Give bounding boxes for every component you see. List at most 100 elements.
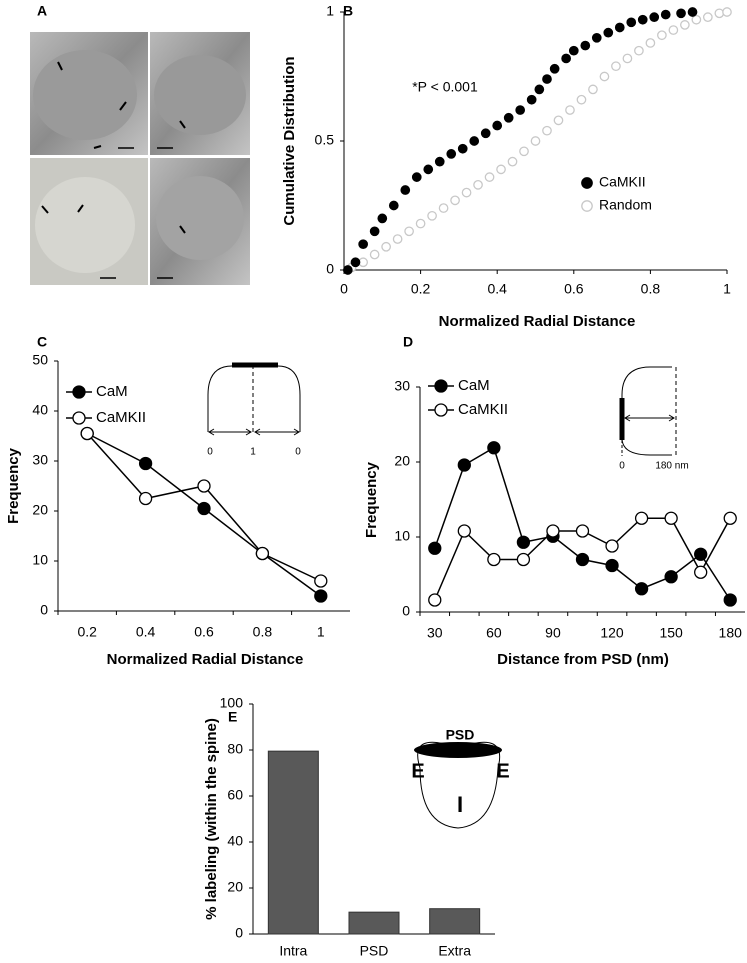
point xyxy=(484,172,495,182)
point xyxy=(723,511,737,525)
point xyxy=(575,524,590,538)
bar xyxy=(429,908,481,935)
x-tick-label: 60 xyxy=(486,625,502,641)
point xyxy=(434,156,445,167)
point xyxy=(519,146,529,157)
point xyxy=(542,74,552,84)
y-axis-title: % labeling (within the spine) xyxy=(203,718,220,920)
point xyxy=(423,164,434,175)
y-tick-label: 0 xyxy=(235,925,243,941)
y-axis-title: Frequency xyxy=(363,461,380,538)
point xyxy=(381,241,391,252)
point xyxy=(691,14,702,25)
x-tick-label: 90 xyxy=(545,625,561,641)
y-tick-label: 60 xyxy=(227,787,243,803)
point xyxy=(546,524,560,538)
point xyxy=(377,213,388,224)
point xyxy=(138,456,153,471)
y-tick-label: 30 xyxy=(394,378,410,394)
point xyxy=(664,570,678,584)
legend-label: CaMKII xyxy=(96,409,146,426)
point xyxy=(457,143,468,154)
inset-label: I xyxy=(457,792,463,817)
point xyxy=(657,30,667,41)
point xyxy=(369,226,380,237)
point xyxy=(588,84,598,95)
panel-label: D xyxy=(403,334,413,350)
point xyxy=(507,156,518,167)
point xyxy=(714,8,725,19)
y-tick-label: 0 xyxy=(40,602,48,618)
point xyxy=(599,71,610,82)
legend-marker xyxy=(434,403,448,417)
x-axis-title: Normalized Radial Distance xyxy=(439,313,636,330)
inset-label: E xyxy=(496,760,509,782)
y-tick-label: 1 xyxy=(326,3,334,19)
point xyxy=(605,539,619,553)
point xyxy=(637,14,648,25)
point xyxy=(676,8,686,19)
point xyxy=(580,40,591,51)
legend-marker xyxy=(434,379,448,393)
point xyxy=(664,511,678,525)
x-tick-label: 0.8 xyxy=(253,624,273,640)
point xyxy=(530,136,541,146)
point xyxy=(634,45,644,56)
inset-c xyxy=(207,362,301,436)
point xyxy=(400,185,411,195)
point xyxy=(350,257,361,268)
point xyxy=(680,20,690,30)
point xyxy=(614,22,625,33)
point xyxy=(428,593,442,607)
point xyxy=(702,12,713,23)
point xyxy=(457,458,471,472)
point xyxy=(487,441,501,455)
inset-d xyxy=(619,366,677,456)
legend-label: CaMKII xyxy=(599,174,646,190)
point xyxy=(603,27,614,38)
point xyxy=(473,180,483,190)
point xyxy=(450,195,460,206)
point xyxy=(427,210,437,221)
y-tick-label: 20 xyxy=(227,879,243,895)
point xyxy=(722,7,732,17)
point xyxy=(446,149,457,159)
y-tick-label: 30 xyxy=(32,452,48,468)
inset-label: E xyxy=(411,760,424,782)
point xyxy=(342,265,353,275)
point xyxy=(428,541,442,555)
point xyxy=(392,234,403,244)
point xyxy=(358,239,368,250)
x-tick-label: Intra xyxy=(279,943,307,959)
point xyxy=(457,524,471,538)
panel-label: A xyxy=(37,3,47,19)
point xyxy=(492,120,503,131)
point xyxy=(561,53,571,64)
y-tick-label: 20 xyxy=(394,453,410,469)
point xyxy=(553,115,564,126)
y-tick-label: 80 xyxy=(227,741,243,757)
y-tick-label: 0 xyxy=(402,603,410,619)
y-tick-label: 40 xyxy=(32,402,48,418)
legend-label: Random xyxy=(599,197,652,213)
point xyxy=(568,45,579,56)
point xyxy=(516,552,531,567)
x-tick-label: 0.4 xyxy=(136,624,156,640)
point xyxy=(197,501,211,516)
point xyxy=(438,203,449,213)
point xyxy=(687,7,698,17)
legend-marker xyxy=(581,200,593,212)
point xyxy=(469,136,480,146)
point xyxy=(549,63,560,74)
point xyxy=(649,12,660,23)
legend-marker xyxy=(72,385,86,399)
x-tick-label: 180 xyxy=(719,625,743,641)
inset-label: 1 xyxy=(250,447,256,458)
y-tick-label: 40 xyxy=(227,833,243,849)
point xyxy=(197,479,211,493)
point xyxy=(634,511,649,525)
point xyxy=(255,546,270,561)
y-axis-title: Cumulative Distribution xyxy=(281,56,298,225)
legend-label: CaM xyxy=(96,383,128,400)
point xyxy=(565,105,575,115)
